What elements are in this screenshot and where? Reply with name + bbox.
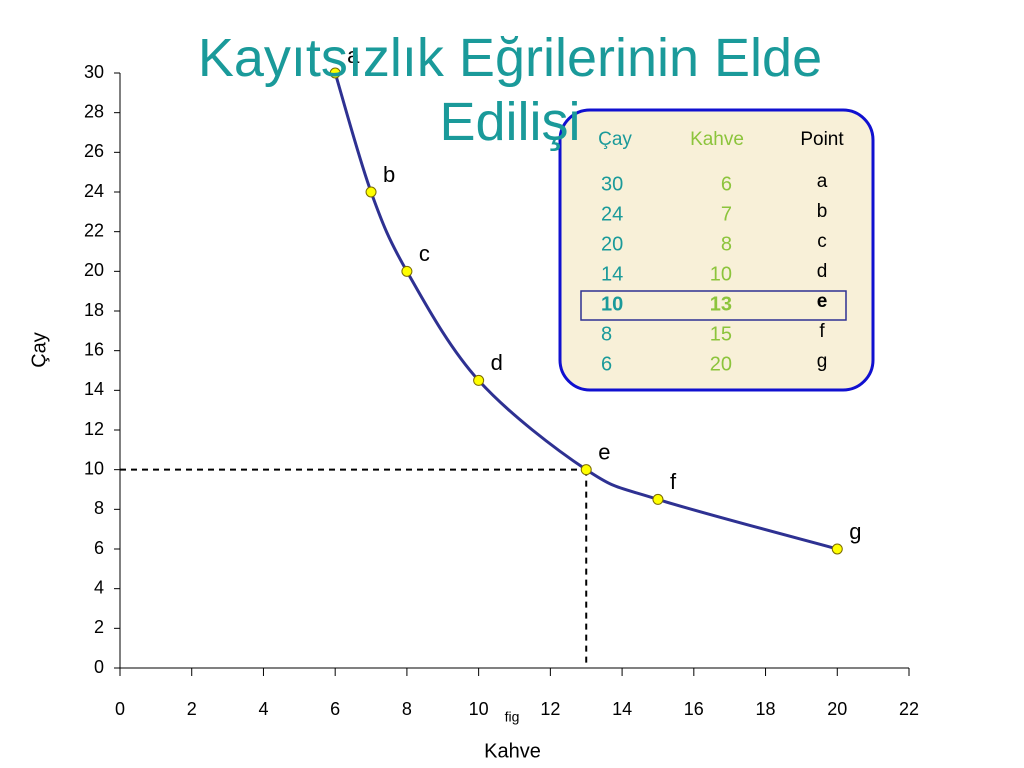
point-label: b	[383, 162, 395, 187]
y-tick-label: 0	[94, 657, 104, 677]
table-cell: 15	[710, 323, 732, 345]
y-tick-label: 6	[94, 538, 104, 558]
y-tick-label: 20	[84, 260, 104, 280]
y-tick-label: 2	[94, 617, 104, 637]
slide-title: Kayıtsızlık Eğrilerinin Elde Edilişi	[197, 28, 823, 152]
x-tick-label: 22	[899, 699, 919, 719]
x-tick-label: 16	[684, 699, 704, 719]
y-tick-label: 12	[84, 419, 104, 439]
point	[473, 374, 485, 386]
x-axis-note: fig	[505, 709, 520, 725]
table-cell: c	[817, 231, 827, 252]
x-tick-label: 0	[115, 699, 125, 719]
table-cell: 20	[601, 233, 623, 255]
table-cell: g	[817, 351, 828, 372]
y-tick-label: 30	[84, 62, 104, 82]
table-header: Point	[800, 129, 844, 150]
table-cell: 14	[601, 263, 623, 285]
point	[831, 543, 843, 555]
x-tick-label: 20	[827, 699, 847, 719]
x-tick-label: 8	[402, 699, 412, 719]
table-cell: 7	[721, 203, 732, 225]
y-tick-label: 14	[84, 379, 104, 399]
table-header: Çay	[598, 129, 632, 150]
table-cell: 24	[601, 203, 623, 225]
table-cell: 8	[721, 233, 732, 255]
y-tick-label: 4	[94, 577, 104, 597]
table-header: Kahve	[690, 129, 744, 150]
x-tick-label: 2	[187, 699, 197, 719]
x-axis-label: Kahve	[484, 740, 541, 762]
y-tick-label: 10	[84, 458, 104, 478]
table-cell: 20	[710, 353, 732, 375]
point-label: d	[491, 350, 503, 375]
point	[652, 493, 664, 505]
point-label: f	[670, 469, 677, 494]
table-cell: 10	[710, 263, 732, 285]
point	[365, 186, 377, 198]
y-tick-label: 16	[84, 339, 104, 359]
x-tick-label: 12	[540, 699, 560, 719]
point	[329, 67, 341, 79]
table-cell: b	[817, 201, 828, 222]
x-tick-label: 14	[612, 699, 632, 719]
point-label: c	[419, 241, 430, 266]
y-tick-label: 22	[84, 220, 104, 240]
table-cell: 30	[601, 173, 623, 195]
highlight-box	[580, 290, 847, 321]
point-label: a	[347, 43, 360, 68]
x-tick-label: 18	[756, 699, 776, 719]
y-axis-label: Çay	[28, 332, 50, 368]
table-cell: e	[817, 291, 828, 312]
table-cell: a	[817, 171, 828, 192]
point	[580, 464, 592, 476]
point	[401, 265, 413, 277]
table-cell: 13	[710, 293, 732, 315]
x-tick-label: 6	[330, 699, 340, 719]
y-tick-label: 26	[84, 141, 104, 161]
x-tick-label: 4	[258, 699, 268, 719]
table-cell: f	[819, 321, 825, 342]
y-tick-label: 8	[94, 498, 104, 518]
y-tick-label: 18	[84, 300, 104, 320]
y-tick-label: 24	[84, 181, 104, 201]
point-label: g	[849, 519, 861, 544]
table-cell: 10	[601, 293, 623, 315]
table-cell: 8	[601, 323, 612, 345]
table-cell: 6	[601, 353, 612, 375]
table-cell: d	[817, 261, 828, 282]
point-label: e	[598, 439, 610, 464]
table-cell: 6	[721, 173, 732, 195]
y-tick-label: 28	[84, 101, 104, 121]
x-tick-label: 10	[469, 699, 489, 719]
